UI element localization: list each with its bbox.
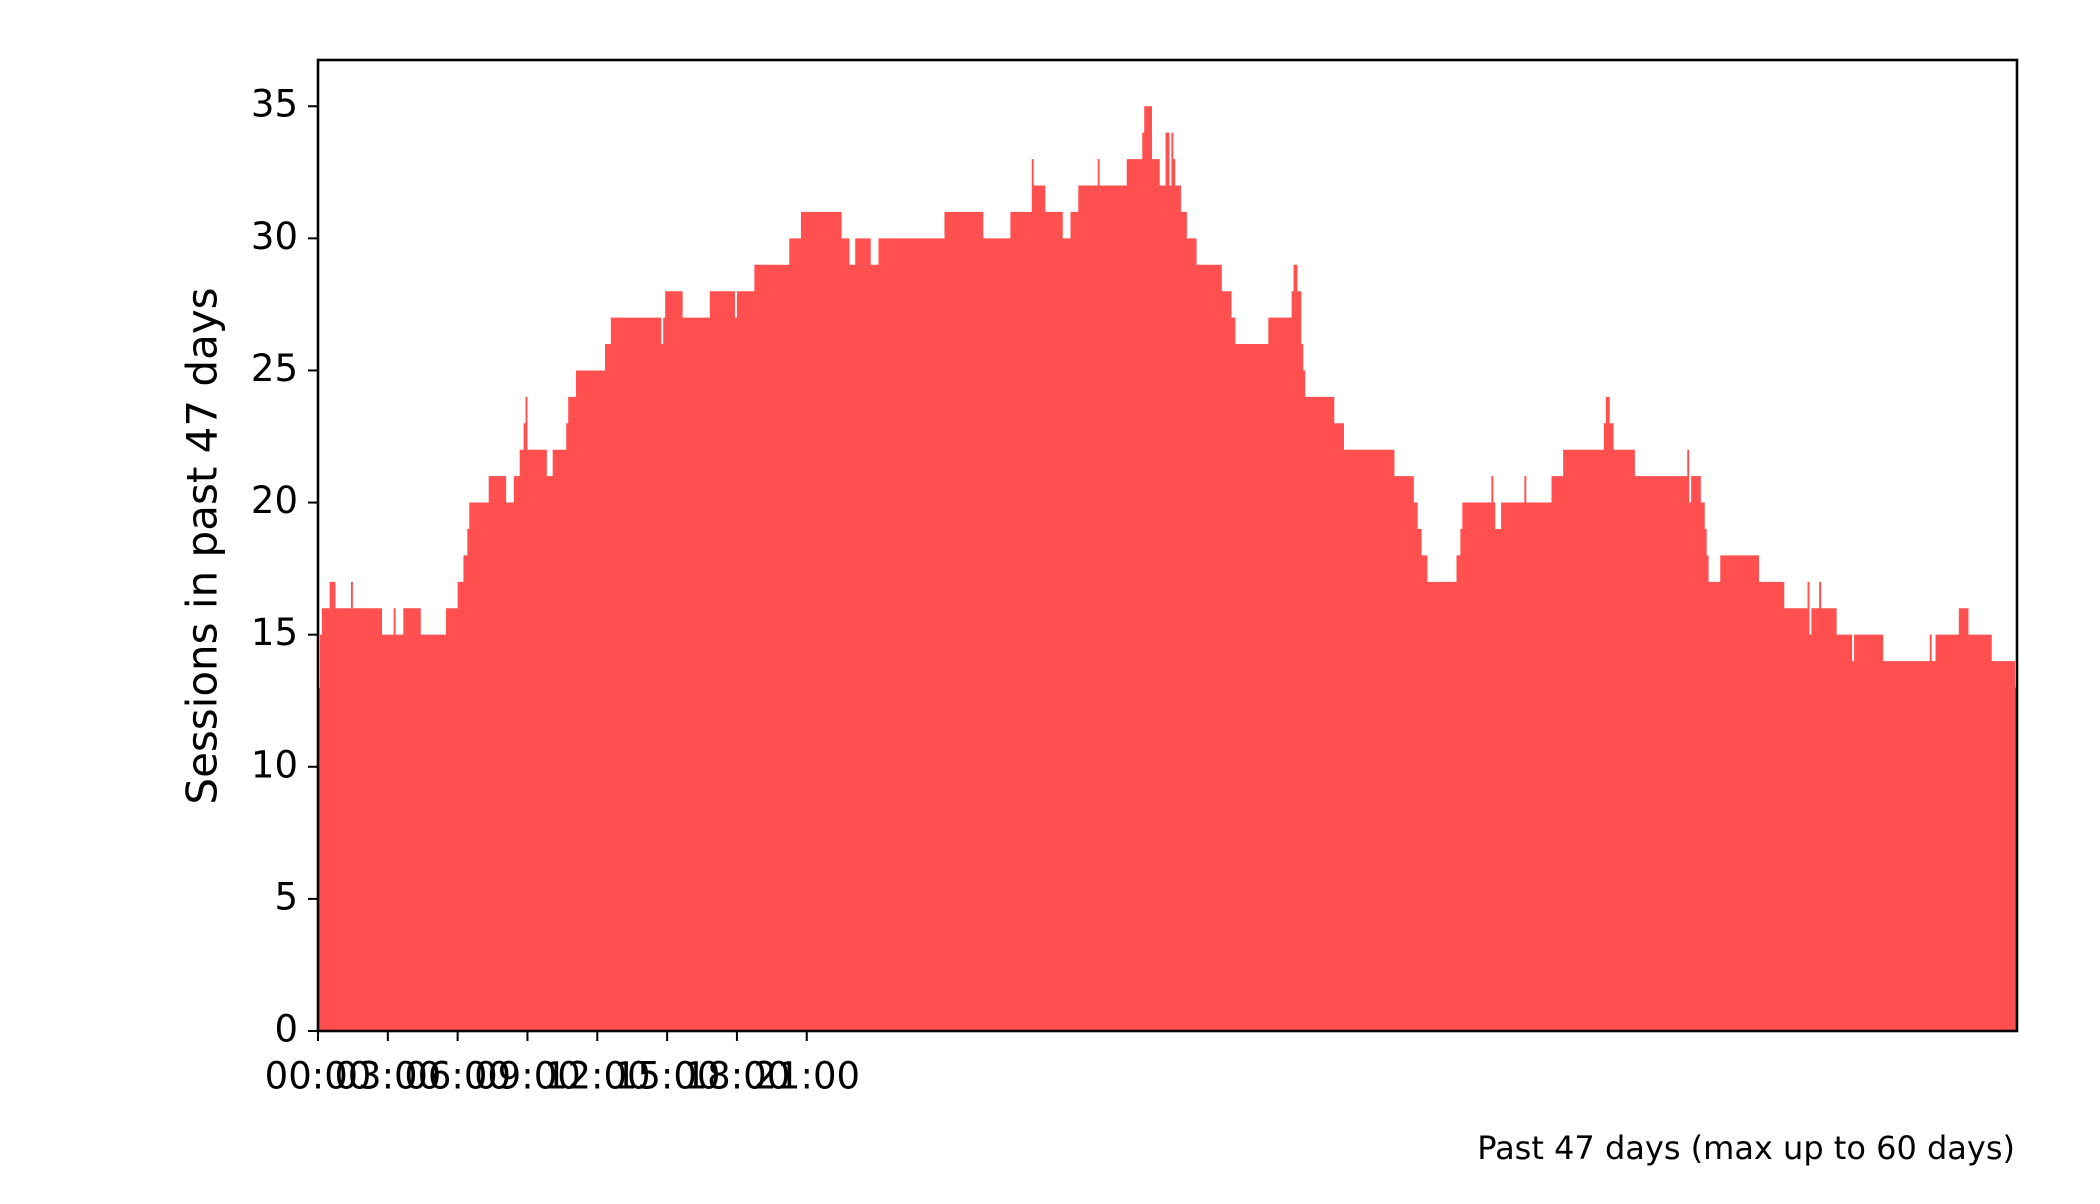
x-tick-label: 15:00 [614, 1055, 721, 1098]
x-tick-label: 09:00 [474, 1055, 581, 1098]
x-tick-label: 12:00 [544, 1055, 651, 1098]
y-tick-label: 20 [251, 479, 298, 522]
y-tick-label: 35 [251, 83, 298, 126]
y-tick-label: 10 [251, 743, 298, 786]
y-tick-label: 15 [251, 611, 298, 654]
y-axis: 0 5 10 15 20 25 30 35 [251, 83, 318, 1051]
x-tick-label: 00:00 [265, 1055, 372, 1098]
plot-frame [316, 58, 2019, 1033]
x-tick-label: 21:00 [753, 1055, 860, 1098]
y-tick-label: 30 [251, 215, 298, 258]
area-series-fill [318, 106, 2017, 1032]
y-tick-label: 0 [274, 1008, 298, 1051]
y-axis-label: Sessions in past 47 days [178, 287, 227, 804]
y-tick-label: 5 [274, 875, 298, 918]
footnote: Past 47 days (max up to 60 days) [1477, 1129, 2015, 1167]
x-tick-label: 18:00 [684, 1055, 791, 1098]
area-series [318, 106, 2017, 1032]
x-tick-label: 03:00 [335, 1055, 442, 1098]
x-tick-label: 06:00 [404, 1055, 511, 1098]
y-tick-label: 25 [251, 347, 298, 390]
